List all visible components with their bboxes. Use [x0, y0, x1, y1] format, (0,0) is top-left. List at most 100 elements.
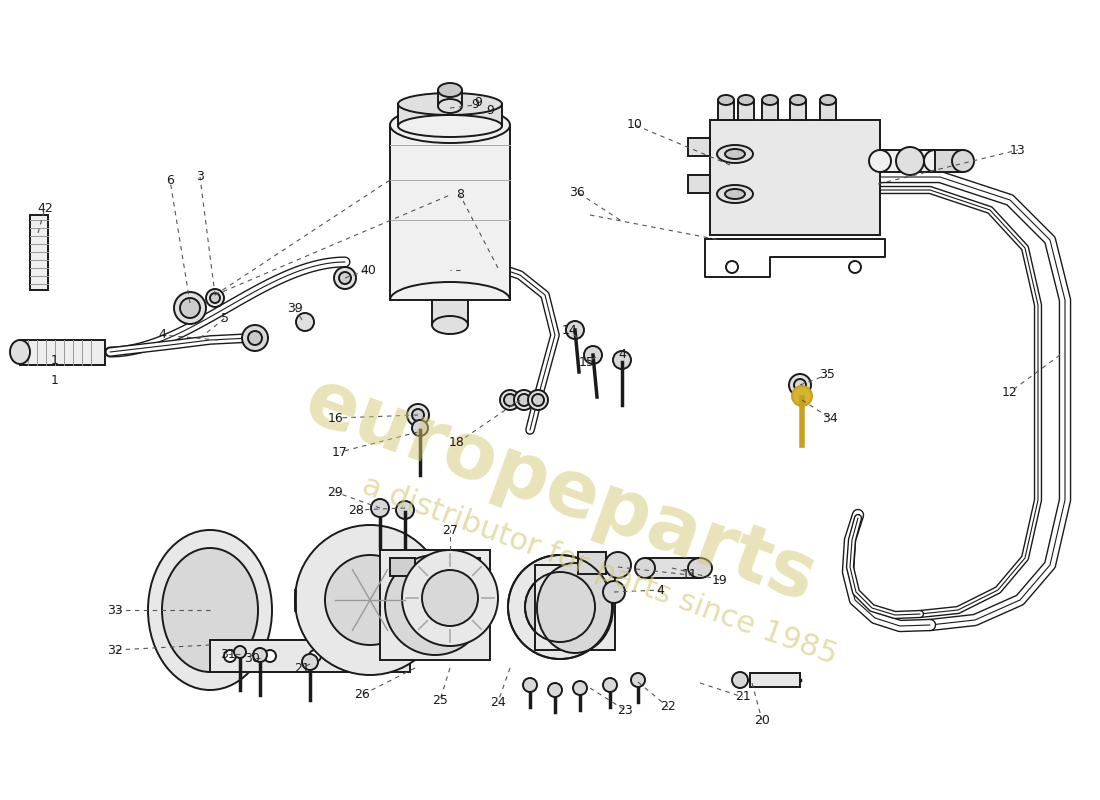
- Ellipse shape: [398, 115, 502, 137]
- Circle shape: [339, 272, 351, 284]
- Text: 35: 35: [820, 369, 835, 382]
- Circle shape: [613, 351, 631, 369]
- Bar: [390, 125, 510, 300]
- Circle shape: [548, 683, 562, 697]
- Ellipse shape: [525, 572, 595, 642]
- Bar: [458, 558, 480, 576]
- Circle shape: [514, 390, 534, 410]
- Text: europeparts: europeparts: [294, 362, 826, 618]
- Ellipse shape: [10, 340, 30, 364]
- Text: 20: 20: [755, 714, 770, 726]
- Ellipse shape: [324, 555, 415, 645]
- Text: 22: 22: [660, 701, 675, 714]
- Text: 14: 14: [562, 323, 578, 337]
- Circle shape: [407, 404, 429, 426]
- Ellipse shape: [432, 316, 468, 334]
- Bar: [935, 150, 962, 172]
- Text: 33: 33: [107, 603, 123, 617]
- Text: 23: 23: [617, 703, 632, 717]
- Ellipse shape: [148, 530, 272, 690]
- Text: 21: 21: [735, 690, 751, 703]
- Text: 1: 1: [51, 354, 59, 366]
- Bar: [738, 100, 754, 120]
- Text: 13: 13: [1010, 143, 1026, 157]
- Text: 1: 1: [51, 374, 59, 386]
- Circle shape: [605, 552, 631, 578]
- Circle shape: [371, 499, 389, 517]
- Text: 8: 8: [456, 189, 464, 202]
- Ellipse shape: [162, 548, 258, 672]
- Ellipse shape: [537, 563, 613, 653]
- Text: 25: 25: [432, 694, 448, 706]
- Ellipse shape: [725, 149, 745, 159]
- Text: 32: 32: [107, 643, 123, 657]
- Text: 29: 29: [327, 486, 343, 498]
- Text: 4: 4: [618, 349, 626, 362]
- Text: 18: 18: [449, 437, 465, 450]
- Ellipse shape: [398, 93, 502, 115]
- Circle shape: [522, 678, 537, 692]
- Circle shape: [849, 261, 861, 273]
- Text: 10: 10: [627, 118, 642, 131]
- Ellipse shape: [762, 95, 778, 105]
- Text: 9: 9: [474, 95, 482, 109]
- Bar: [210, 640, 410, 672]
- Bar: [438, 90, 462, 106]
- Ellipse shape: [924, 150, 946, 172]
- Ellipse shape: [688, 558, 712, 578]
- Ellipse shape: [390, 107, 510, 143]
- Bar: [762, 100, 778, 120]
- Text: 16: 16: [328, 411, 344, 425]
- Text: 31: 31: [220, 647, 235, 661]
- Bar: [535, 565, 615, 650]
- Circle shape: [234, 646, 246, 658]
- Bar: [390, 558, 415, 576]
- Text: 6: 6: [166, 174, 174, 186]
- Text: 4: 4: [656, 583, 664, 597]
- Circle shape: [732, 672, 748, 688]
- Ellipse shape: [438, 83, 462, 97]
- Circle shape: [396, 501, 414, 519]
- Ellipse shape: [738, 95, 754, 105]
- Text: 21: 21: [294, 662, 310, 674]
- Circle shape: [794, 379, 806, 391]
- Bar: [820, 100, 836, 120]
- Ellipse shape: [508, 555, 612, 659]
- Circle shape: [309, 650, 321, 662]
- Text: 24: 24: [491, 695, 506, 709]
- Circle shape: [242, 325, 268, 351]
- Circle shape: [296, 313, 314, 331]
- Ellipse shape: [869, 150, 891, 172]
- Bar: [20, 340, 104, 365]
- Circle shape: [174, 292, 206, 324]
- Ellipse shape: [438, 99, 462, 113]
- Text: 39: 39: [287, 302, 303, 314]
- Ellipse shape: [952, 150, 974, 172]
- Text: 27: 27: [442, 523, 458, 537]
- Circle shape: [210, 293, 220, 303]
- Circle shape: [302, 654, 318, 670]
- Circle shape: [573, 681, 587, 695]
- Text: 42: 42: [37, 202, 53, 214]
- Text: 40: 40: [360, 263, 376, 277]
- Circle shape: [412, 420, 428, 436]
- Circle shape: [792, 386, 812, 406]
- Bar: [30, 215, 48, 290]
- Bar: [578, 552, 606, 574]
- Circle shape: [584, 346, 602, 364]
- Circle shape: [206, 289, 224, 307]
- Text: 4: 4: [158, 329, 166, 342]
- Circle shape: [253, 648, 267, 662]
- Circle shape: [224, 650, 236, 662]
- Text: 34: 34: [822, 411, 838, 425]
- Ellipse shape: [295, 525, 446, 675]
- Circle shape: [518, 394, 530, 406]
- Circle shape: [364, 650, 376, 662]
- Ellipse shape: [820, 95, 836, 105]
- Ellipse shape: [635, 558, 654, 578]
- Ellipse shape: [385, 555, 485, 655]
- Bar: [645, 558, 700, 578]
- Bar: [688, 175, 710, 193]
- Ellipse shape: [717, 145, 754, 163]
- Circle shape: [334, 267, 356, 289]
